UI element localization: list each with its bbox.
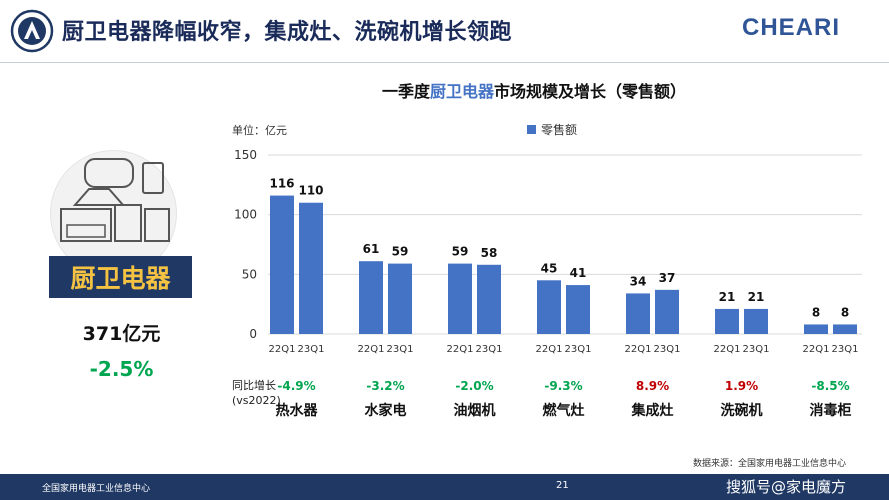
x-tick-label: 23Q1 — [654, 344, 681, 355]
bar — [566, 285, 590, 334]
x-tick-label: 22Q1 — [625, 344, 652, 355]
footer-watermark: 搜狐号@家电魔方 — [726, 478, 847, 496]
growth-row-label: 同比增长 (vs2022) — [232, 378, 281, 408]
x-tick-label: 22Q1 — [358, 344, 385, 355]
bar — [715, 308, 739, 334]
growth-value: -9.3% — [544, 379, 582, 393]
bar-value-label: 45 — [541, 261, 558, 275]
bar — [626, 293, 650, 334]
chart-title-suffix: 市场规模及增长（零售额） — [494, 82, 687, 101]
category-badge: 厨卫电器 — [49, 256, 192, 298]
bar-value-label: 21 — [748, 290, 765, 304]
growth-value: 8.9% — [636, 379, 669, 393]
bar — [299, 202, 323, 334]
x-tick-label: 23Q1 — [743, 344, 770, 355]
y-tick-label: 0 — [249, 327, 257, 341]
bar-value-label: 21 — [719, 290, 736, 304]
kitchen-appliances-icon — [50, 150, 177, 277]
total-growth: -2.5% — [89, 357, 154, 381]
bar-value-label: 61 — [363, 242, 380, 256]
bar-value-label: 59 — [392, 245, 409, 259]
chart-title-prefix: 一季度 — [382, 82, 431, 101]
growth-label-line1: 同比增长 — [232, 379, 276, 392]
bar — [359, 261, 383, 334]
bar-value-label: 34 — [630, 274, 647, 288]
category-label: 集成灶 — [631, 402, 674, 419]
x-tick-label: 22Q1 — [803, 344, 830, 355]
category-label: 洗碗机 — [721, 402, 763, 419]
growth-value: -8.5% — [811, 379, 849, 393]
bar — [833, 324, 857, 334]
growth-value: -3.2% — [366, 379, 404, 393]
bar-value-label: 110 — [298, 184, 323, 198]
bar — [477, 264, 501, 334]
growth-value: 1.9% — [725, 379, 758, 393]
x-tick-label: 23Q1 — [476, 344, 503, 355]
bar-value-label: 8 — [812, 305, 820, 319]
bar-value-label: 59 — [452, 245, 469, 259]
chart-title: 一季度厨卫电器市场规模及增长（零售额） — [382, 78, 686, 102]
brand-logo: CHEARI — [742, 14, 841, 41]
growth-value: -2.0% — [455, 379, 493, 393]
bar — [655, 289, 679, 334]
x-tick-label: 23Q1 — [387, 344, 414, 355]
y-tick-label: 50 — [242, 267, 257, 281]
footer-organization: 全国家用电器工业信息中心 — [42, 484, 151, 494]
category-label: 消毒柜 — [810, 402, 852, 419]
bar-value-label: 58 — [481, 246, 498, 260]
x-tick-label: 22Q1 — [536, 344, 563, 355]
x-tick-label: 22Q1 — [269, 344, 296, 355]
y-tick-label: 150 — [234, 148, 257, 162]
bar — [270, 195, 294, 334]
growth-value: -4.9% — [277, 379, 315, 393]
bar — [537, 280, 561, 334]
bar-value-label: 37 — [659, 271, 676, 285]
x-tick-label: 22Q1 — [714, 344, 741, 355]
institution-seal-icon — [10, 9, 54, 53]
chart-legend: 零售额 — [527, 121, 577, 138]
bar — [744, 308, 768, 334]
legend-label: 零售额 — [541, 123, 578, 137]
y-tick-label: 100 — [234, 208, 257, 222]
legend-swatch — [527, 125, 536, 134]
page-title: 厨卫电器降幅收窄，集成灶、洗碗机增长领跑 — [62, 20, 513, 45]
growth-label-line2: (vs2022) — [232, 394, 281, 407]
bar-value-label: 8 — [841, 305, 849, 319]
bar-value-label: 116 — [269, 177, 294, 191]
chart-title-highlight: 厨卫电器 — [430, 82, 495, 101]
x-tick-label: 23Q1 — [832, 344, 859, 355]
category-label: 燃气灶 — [543, 402, 585, 419]
x-tick-label: 23Q1 — [565, 344, 592, 355]
total-value: 371亿元 — [82, 323, 161, 345]
data-source: 数据来源：全国家用电器工业信息中心 — [693, 459, 847, 469]
bar — [388, 263, 412, 334]
bar-value-label: 41 — [570, 266, 587, 280]
unit-label: 单位：亿元 — [232, 124, 287, 137]
bar — [804, 324, 828, 334]
title-divider — [0, 62, 889, 63]
x-tick-label: 23Q1 — [298, 344, 325, 355]
bar — [448, 263, 472, 334]
x-tick-label: 22Q1 — [447, 344, 474, 355]
category-label: 油烟机 — [454, 402, 496, 419]
category-label: 热水器 — [276, 402, 319, 419]
page-number: 21 — [556, 480, 569, 491]
footer-bar — [0, 474, 889, 500]
category-label: 水家电 — [365, 402, 407, 419]
